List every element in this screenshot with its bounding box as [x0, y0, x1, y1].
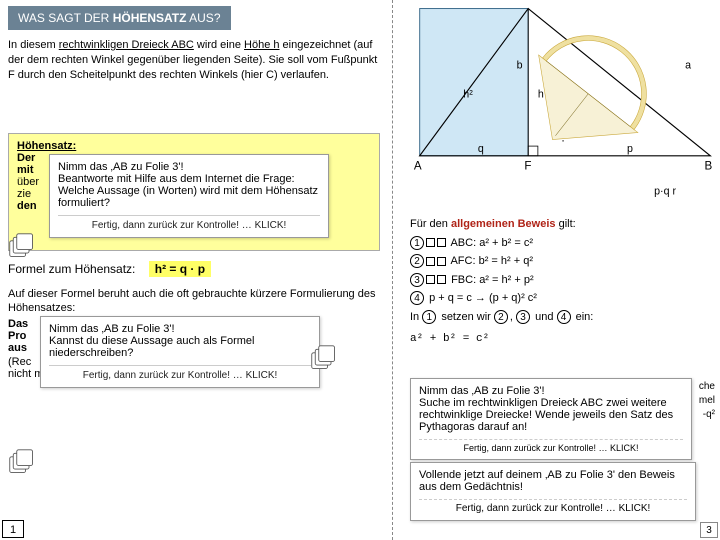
svg-text:q: q [478, 143, 484, 155]
triangle-diagram: C A B F b a h h² q p · p·q r [410, 0, 710, 200]
lbl-C: C [526, 0, 534, 3]
svg-text:F: F [524, 159, 531, 172]
svg-text:h: h [538, 89, 544, 101]
formula-row: Formel zum Höhensatz: h² = q · p [8, 261, 380, 277]
title-bold: HÖHENSATZ [113, 11, 187, 25]
svg-text:A: A [414, 159, 422, 172]
tooltip-1[interactable]: Nimm das ‚AB zu Folie 3'! Beantworte mit… [49, 154, 329, 238]
svg-text:h²: h² [463, 89, 473, 101]
page-number: 1 [2, 520, 24, 538]
left-column: WAS SAGT DER HÖHENSATZ AUS? In diesem re… [0, 0, 388, 540]
right-column: C A B F b a h h² q p · p·q r Für den all… [400, 0, 720, 540]
proof-row: In 1 setzen wir 2, 3 und 4 ein: [410, 309, 720, 326]
proof-heading: Für den allgemeinen Beweis gilt: [410, 216, 720, 233]
title-post: AUS? [186, 11, 220, 25]
mini-page-number: 3 [700, 522, 718, 538]
svg-text:p: p [627, 143, 633, 155]
step-1-icon: 1 [410, 236, 424, 250]
tooltip-fertig[interactable]: Fertig, dann zurück zur Kontrolle! … KLI… [49, 365, 311, 381]
formula-label: Formel zum Höhensatz: [8, 262, 135, 276]
intro-paragraph: In diesem rechtwinkligen Dreieck ABC wir… [8, 38, 380, 83]
below-paragraph: Auf dieser Formel beruht auch die oft ge… [8, 287, 380, 317]
tooltip-text: Suche im rechtwinkligen Dreieck ABC zwei… [419, 397, 683, 433]
section-title: WAS SAGT DER HÖHENSATZ AUS? [8, 6, 231, 30]
svg-text:p·q r: p·q r [654, 186, 676, 198]
hoehensatz-heading: Höhensatz: [17, 140, 371, 152]
proof-row: 4 p + q = c → (p + q)² c² [410, 290, 720, 307]
tooltip-text: Vollende jetzt auf deinem ‚AB zu Folie 3… [419, 469, 687, 493]
tooltip-fertig[interactable]: Fertig, dann zurück zur Kontrolle! … KLI… [58, 215, 320, 231]
svg-text:a: a [685, 60, 691, 72]
step-2-icon: 2 [410, 254, 424, 268]
tooltip-text: Kannst du diese Aussage auch als Formel … [49, 335, 311, 359]
tooltip-text: Nimm das ‚AB zu Folie 3'! [419, 385, 683, 397]
step-4-icon: 4 [410, 291, 424, 305]
formula-box: h² = q · p [149, 261, 211, 277]
tooltip-text: Beantworte mit Hilfe aus dem Internet di… [58, 173, 320, 209]
svg-text:B: B [705, 159, 713, 172]
tooltip-fertig[interactable]: Fertig, dann zurück zur Kontrolle! … KLI… [419, 499, 687, 514]
tooltip-text: Nimm das ‚AB zu Folie 3'! [49, 323, 311, 335]
notes-icon [310, 344, 338, 372]
tooltip-3[interactable]: Nimm das ‚AB zu Folie 3'! Suche im recht… [410, 378, 692, 460]
proof-row: 2 AFC: b² = h² + q² [410, 253, 720, 270]
tooltip-4[interactable]: Vollende jetzt auf deinem ‚AB zu Folie 3… [410, 462, 696, 521]
title-pre: WAS SAGT DER [18, 11, 113, 25]
step-3-icon: 3 [410, 273, 424, 287]
proof-block: Für den allgemeinen Beweis gilt: 1 ABC: … [410, 216, 720, 348]
notes-icon [8, 448, 36, 476]
proof-row: 3 FBC: a² = h² + p² [410, 272, 720, 289]
tooltip-text: Nimm das ‚AB zu Folie 3'! [58, 161, 320, 173]
svg-text:·: · [561, 134, 565, 147]
tooltip-fertig[interactable]: Fertig, dann zurück zur Kontrolle! … KLI… [419, 439, 683, 453]
proof-row: 1 ABC: a² + b² = c² [410, 235, 720, 252]
svg-text:b: b [517, 60, 523, 72]
hoehensatz-box: Höhensatz: Der mit über zie den Nimm das… [8, 133, 380, 251]
tooltip-2[interactable]: Nimm das ‚AB zu Folie 3'! Kannst du dies… [40, 316, 320, 388]
notes-icon [8, 232, 36, 260]
proof-summary: a² + b² = c² [410, 331, 720, 348]
